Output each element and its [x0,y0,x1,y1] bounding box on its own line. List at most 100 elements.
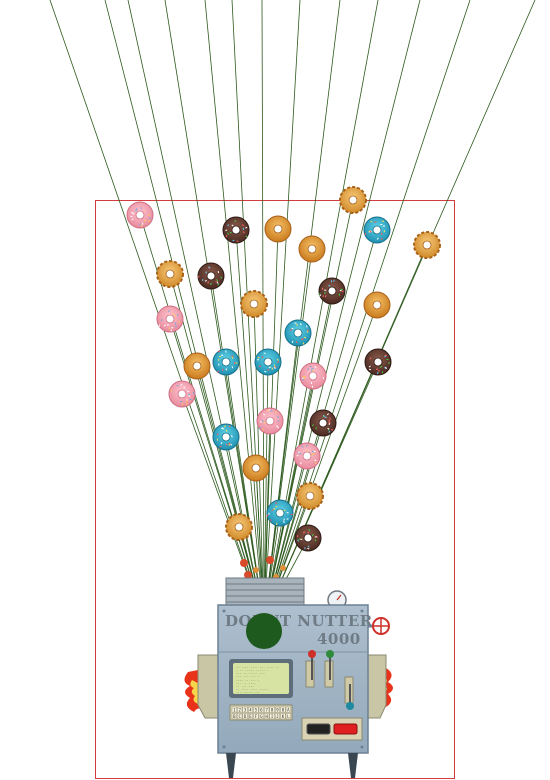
donut-nutter-machine: DONUT NUTTER 4000 -- ---- ---- --- ---- … [184,577,393,778]
keypad-key[interactable] [269,713,275,720]
keypad-key-label: E [249,714,252,719]
right-wing [367,654,387,719]
donut-blue[interactable] [212,348,240,376]
donut-field [126,186,441,580]
screen-line: -- ---- ---- ----- [236,687,269,691]
valve-wheel[interactable] [368,617,390,635]
donut-cruller[interactable] [240,290,268,318]
screen-line: ---- -- --- - [236,678,260,682]
keypad-key[interactable] [285,713,291,720]
screen-line: -- --- --- [236,684,254,688]
keypad-key[interactable] [280,706,286,713]
keypad-key[interactable] [247,713,253,720]
keypad-key[interactable] [247,706,253,713]
keypad-key[interactable] [242,706,248,713]
donut-blue[interactable] [212,423,240,451]
keypad-key[interactable] [275,713,281,720]
keypad-key-label: 6 [260,707,263,712]
donut-pink[interactable] [168,380,196,408]
donut-string [235,229,265,621]
keypad-key-label: I [271,714,274,719]
donut-glazed[interactable] [298,235,326,263]
keypad-key-label: J [276,714,278,719]
keypad-key[interactable] [237,706,243,713]
keypad-key[interactable] [253,713,259,720]
keypad-key-label: B [233,714,236,719]
keypad-key[interactable] [231,706,237,713]
donut-chocolate[interactable] [222,216,250,244]
donut-blue[interactable] [284,319,312,347]
keypad-key-label: 4 [249,707,252,712]
donut-cruller[interactable] [156,260,184,288]
keypad-key-label: L [287,714,290,719]
keypad-key[interactable] [258,713,264,720]
keypad-key[interactable] [253,706,259,713]
donut-blue[interactable] [266,499,294,527]
machine-screen: -- ---- ---- --- ---- --- -- ----- -----… [229,659,293,698]
donut-chocolate[interactable] [309,409,337,437]
top-vent [225,577,305,607]
keypad-key[interactable] [264,713,270,720]
keypad-key-label: D [244,714,247,719]
donut-cruller[interactable] [296,482,324,510]
keypad-key-label: A [287,707,290,712]
donut-blue[interactable] [363,216,391,244]
donut-string [263,244,428,621]
keypad-key-label: 0 [282,707,285,712]
keypad-key-label: 9 [276,707,279,712]
screen-line: --- -- ---- [236,681,256,685]
donut-glazed[interactable] [242,454,270,482]
keypad-key[interactable] [237,713,243,720]
donut-pink[interactable] [256,407,284,435]
donut-glazed[interactable] [264,215,292,243]
teal-lever[interactable] [346,684,354,710]
black-button[interactable] [306,723,331,735]
launch-string [263,0,421,621]
play-area-border [95,200,455,779]
donut-cruller[interactable] [225,513,253,541]
donut-crumb [266,556,274,564]
red-lever[interactable] [308,650,316,680]
donut-pink[interactable] [156,305,184,333]
donut-crumb [244,571,252,579]
donut-pink[interactable] [293,442,321,470]
keypad-key[interactable] [231,713,237,720]
donut-glazed[interactable] [363,291,391,319]
donut-crumb [280,565,286,571]
launch-string [49,0,265,621]
keypad-key[interactable] [258,706,264,713]
screen-line: --- -- ----- --- [236,671,265,675]
red-button[interactable] [333,723,358,735]
donut-chocolate[interactable] [318,277,346,305]
donut-blue[interactable] [254,348,282,376]
launch-string [164,0,265,621]
keypad-key[interactable] [280,713,286,720]
keypad-key[interactable] [285,706,291,713]
donut-chocolate[interactable] [364,348,392,376]
screen-line: -- ---- ---- --- ---- -- [236,665,280,669]
keypad-key-label: C [239,714,242,719]
donut-chocolate[interactable] [197,262,225,290]
donut-string [225,361,265,621]
keypad-key-label: 5 [255,707,258,712]
donut-cruller[interactable] [413,231,441,259]
keypad[interactable]: 1 2 3 4 5 6 7 8 9 0 A B C D E F G H I J K L [229,704,293,721]
keypad-key[interactable] [269,706,275,713]
keypad-key[interactable] [264,706,270,713]
keypad-key[interactable] [242,713,248,720]
donut-pink[interactable] [126,201,154,229]
donut-chocolate[interactable] [294,524,322,552]
donut-glazed[interactable] [183,352,211,380]
keypad-key-label: 2 [239,707,242,712]
donut-cruller[interactable] [339,186,367,214]
keypad-key[interactable] [275,706,281,713]
donut-string [263,361,269,621]
screen-line: --- ----- --- [236,691,260,695]
donut-pink[interactable] [299,362,327,390]
green-lever[interactable] [326,650,334,680]
donut-launcher[interactable] [246,613,282,649]
keypad-key-label: F [255,714,258,719]
keypad-key-label: 8 [271,707,274,712]
launch-strings [49,0,536,621]
